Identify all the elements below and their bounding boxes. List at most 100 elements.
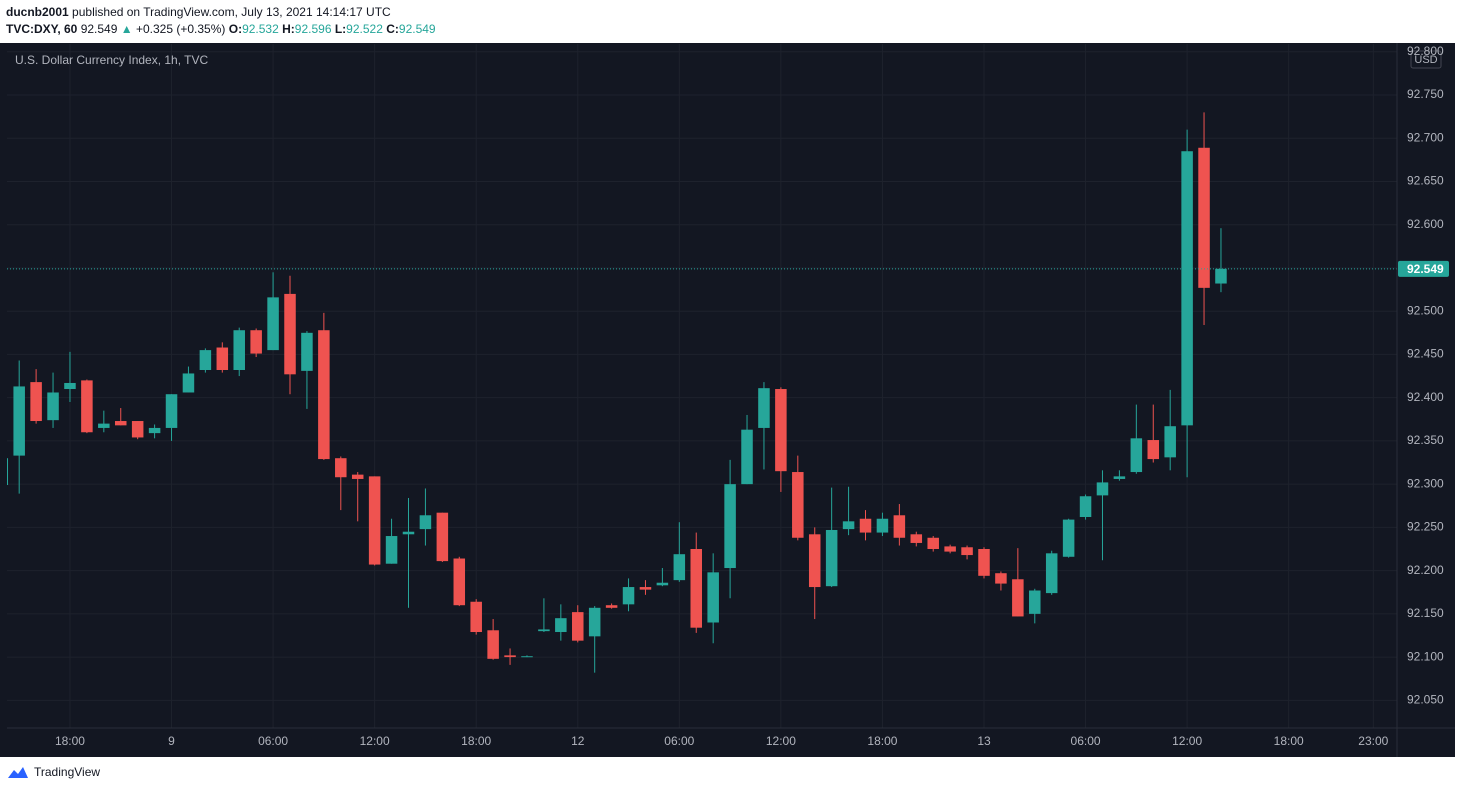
- candle-body: [182, 373, 195, 393]
- candle-body: [250, 330, 262, 354]
- candle-body: [572, 612, 584, 641]
- candle-body: [538, 629, 550, 632]
- candle-body: [385, 536, 398, 564]
- price-tag-label: 92.549: [1407, 262, 1444, 276]
- candle-body: [555, 618, 567, 633]
- candle-body: [47, 392, 59, 421]
- o-label: O:: [228, 22, 243, 36]
- candle-body: [1096, 482, 1109, 496]
- candle-body: [1181, 151, 1193, 426]
- axes: 92.050 92.100 92.150 92.200 92.250 92.300 92.3…: [55, 44, 1449, 748]
- candle-body: [690, 549, 702, 628]
- candle-body: [1113, 476, 1126, 479]
- candle-body: [910, 534, 923, 543]
- candle-body: [419, 515, 432, 530]
- x-tick-label: 06:00: [1071, 734, 1101, 748]
- symbol: TVC:DXY, 60: [6, 22, 78, 36]
- candle-body: [1147, 440, 1160, 460]
- candle-body: [1045, 553, 1058, 594]
- c-value: 92.549: [398, 22, 436, 36]
- h-label: H:: [282, 22, 295, 36]
- y-tick-label: 92.350: [1407, 433, 1444, 447]
- candle-body: [30, 382, 42, 422]
- quote-line: TVC:DXY, 60 92.549 ▲ +0.325 (+0.35%) O:9…: [6, 21, 436, 38]
- candle-body: [639, 587, 652, 590]
- x-tick-label: 18:00: [1274, 734, 1304, 748]
- candle-body: [216, 347, 229, 371]
- y-tick-label: 92.750: [1407, 87, 1444, 101]
- h-value: 92.596: [294, 22, 332, 36]
- y-tick-label: 92.100: [1407, 649, 1444, 663]
- x-tick-label: 18:00: [55, 734, 85, 748]
- y-tick-label: 92.700: [1407, 130, 1444, 144]
- user: ducnb2001: [6, 5, 69, 19]
- x-tick-label: 18:00: [867, 734, 897, 748]
- candle-body: [521, 656, 533, 658]
- published: published on TradingView.com, July 13, 2…: [72, 5, 391, 19]
- brand: TradingView: [34, 765, 101, 779]
- currency: USD: [1414, 54, 1437, 66]
- x-tick-label: 06:00: [664, 734, 694, 748]
- candle-body: [487, 630, 499, 659]
- candle-body: [995, 573, 1007, 584]
- footer: TradingView: [6, 765, 100, 779]
- candle-body: [148, 427, 161, 434]
- candle-body: [470, 601, 482, 633]
- logo: [8, 767, 28, 778]
- y-tick-label: 92.800: [1407, 44, 1444, 58]
- candle-body: [301, 332, 313, 371]
- price-tag: [1398, 260, 1449, 277]
- candle-body: [165, 394, 178, 428]
- candle-body: [453, 558, 466, 606]
- y-tick-label: 92.450: [1407, 347, 1444, 361]
- candle-body: [1215, 268, 1227, 284]
- candles: [7, 112, 1397, 673]
- x-tick-label: 23:00: [1358, 734, 1388, 748]
- candle-body: [1079, 496, 1092, 518]
- candle-body: [978, 549, 990, 576]
- candle-body: [1012, 579, 1024, 617]
- candle-body: [81, 380, 93, 433]
- y-tick-label: 92.050: [1407, 693, 1444, 707]
- x-tick-label: 13: [977, 734, 991, 748]
- candle-body: [724, 484, 736, 569]
- candle-body: [775, 389, 787, 472]
- header: ducnb2001 published on TradingView.com, …: [6, 4, 436, 38]
- candle-body: [64, 382, 76, 390]
- candle-body: [808, 534, 821, 588]
- candle-body: [961, 547, 973, 556]
- candle-body: [1198, 147, 1210, 288]
- candle-body: [673, 554, 686, 581]
- candle-body: [436, 512, 449, 562]
- arrow: ▲: [120, 22, 133, 36]
- y-tick-label: 92.400: [1407, 390, 1444, 404]
- candle-body: [131, 421, 144, 438]
- y-tick-label: 92.250: [1407, 520, 1444, 534]
- candle-body: [656, 582, 669, 586]
- last: 92.549: [80, 22, 118, 36]
- y-tick-label: 92.650: [1407, 174, 1444, 188]
- x-tick-label: 12:00: [1172, 734, 1202, 748]
- c-label: C:: [386, 22, 399, 36]
- candle-body: [199, 350, 212, 371]
- candle-body: [402, 531, 415, 535]
- chart-title: U.S. Dollar Currency Index, 1h, TVC: [15, 53, 209, 67]
- candle-body: [893, 515, 906, 538]
- candle-body: [605, 605, 618, 608]
- candle-body: [114, 421, 127, 426]
- x-tick-label: 9: [168, 734, 175, 748]
- o-value: 92.532: [242, 22, 279, 36]
- candle-body: [7, 458, 9, 486]
- candle-body: [792, 472, 804, 538]
- candle-body: [707, 572, 719, 623]
- candle-body: [318, 330, 330, 460]
- x-tick-label: 18:00: [461, 734, 491, 748]
- l-label: L:: [334, 22, 347, 36]
- candle-body: [267, 297, 279, 351]
- candle-body: [368, 476, 381, 565]
- x-tick-label: 12: [571, 734, 585, 748]
- candle-body: [927, 537, 939, 550]
- currency-box: [1410, 50, 1442, 69]
